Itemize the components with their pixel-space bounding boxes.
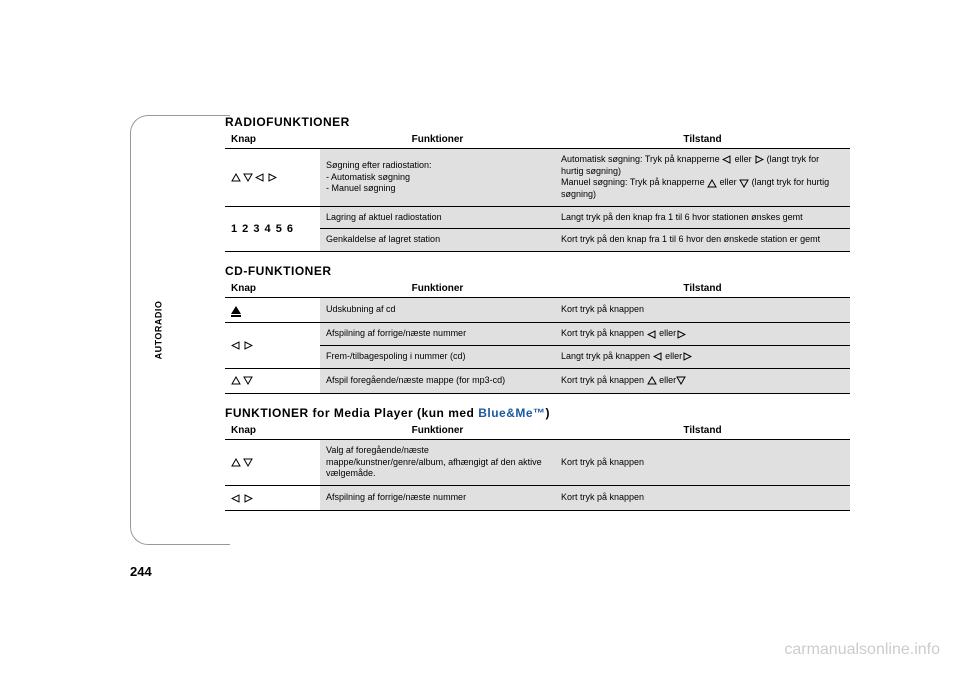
function-cell: Valg af foregående/næste mappe/kunstner/… <box>320 440 555 486</box>
function-cell: Søgning efter radiostation:- Automatisk … <box>320 149 555 207</box>
section-title-close: ) <box>546 406 551 420</box>
button-cell <box>225 149 320 207</box>
triangle-left-icon <box>653 352 663 361</box>
condition-cell: Kort tryk på den knap fra 1 til 6 hvor d… <box>555 229 850 252</box>
function-cell: Lagring af aktuel radiostation <box>320 206 555 229</box>
column-header: Funktioner <box>320 131 555 149</box>
function-table: KnapFunktionerTilstandValg af foregående… <box>225 422 850 511</box>
function-table: KnapFunktionerTilstandSøgning efter radi… <box>225 131 850 252</box>
function-cell: Udskubning af cd <box>320 298 555 323</box>
condition-cell: Kort tryk på knappen <box>555 440 850 486</box>
triangle-right-icon <box>243 341 253 350</box>
condition-cell: Langt tryk på den knap fra 1 til 6 hvor … <box>555 206 850 229</box>
section-title-text: FUNKTIONER for Media Player (kun med <box>225 406 478 420</box>
section-title: RADIOFUNKTIONER <box>225 115 850 129</box>
function-cell: Afspil foregående/næste mappe (for mp3-c… <box>320 368 555 393</box>
page-tab-outline: AUTORADIO <box>130 115 230 545</box>
triangle-right-icon <box>682 352 692 361</box>
triangle-up-icon <box>231 458 241 467</box>
button-numbers: 1 2 3 4 5 6 <box>231 223 294 235</box>
function-table: KnapFunktionerTilstandUdskubning af cdKo… <box>225 280 850 394</box>
triangle-down-icon <box>243 458 253 467</box>
function-cell: Afspilning af forrige/næste nummer <box>320 323 555 346</box>
triangle-down-icon <box>676 376 686 385</box>
triangle-right-icon <box>243 494 253 503</box>
button-cell <box>225 368 320 393</box>
column-header: Funktioner <box>320 280 555 298</box>
icon-group <box>231 456 255 468</box>
button-cell: 1 2 3 4 5 6 <box>225 206 320 251</box>
condition-cell: Kort tryk på knappen eller <box>555 368 850 393</box>
table-row: Udskubning af cdKort tryk på knappen <box>225 298 850 323</box>
table-row: Afspil foregående/næste mappe (for mp3-c… <box>225 368 850 393</box>
section-title-text: CD-FUNKTIONER <box>225 264 332 278</box>
button-cell <box>225 323 320 368</box>
condition-cell: Automatisk søgning: Tryk på knapperne el… <box>555 149 850 207</box>
triangle-up-icon <box>231 173 241 182</box>
triangle-left-icon <box>722 155 732 164</box>
column-header: Tilstand <box>555 422 850 440</box>
table-row: Valg af foregående/næste mappe/kunstner/… <box>225 440 850 486</box>
eject-icon <box>231 303 241 315</box>
brand-name: Blue&Me™ <box>478 406 545 420</box>
column-header: Funktioner <box>320 422 555 440</box>
triangle-left-icon <box>255 173 265 182</box>
condition-cell: Kort tryk på knappen eller <box>555 323 850 346</box>
column-header: Tilstand <box>555 131 850 149</box>
triangle-up-icon <box>647 376 657 385</box>
page-number: 244 <box>130 564 152 579</box>
section-title: CD-FUNKTIONER <box>225 264 850 278</box>
icon-group <box>231 171 279 183</box>
icon-group <box>231 304 243 316</box>
triangle-up-icon <box>707 179 717 188</box>
section-title-text: RADIOFUNKTIONER <box>225 115 350 129</box>
column-header: Knap <box>225 280 320 298</box>
column-header: Knap <box>225 422 320 440</box>
condition-cell: Kort tryk på knappen <box>555 298 850 323</box>
function-cell: Frem-/tilbagespoling i nummer (cd) <box>320 346 555 369</box>
triangle-left-icon <box>231 341 241 350</box>
function-cell: Afspilning af forrige/næste nummer <box>320 486 555 511</box>
side-section-label: AUTORADIO <box>153 301 163 360</box>
triangle-down-icon <box>243 376 253 385</box>
triangle-left-icon <box>647 330 657 339</box>
triangle-down-icon <box>739 179 749 188</box>
condition-cell: Langt tryk på knappen eller <box>555 346 850 369</box>
function-cell: Genkaldelse af lagret station <box>320 229 555 252</box>
button-cell <box>225 298 320 323</box>
column-header: Tilstand <box>555 280 850 298</box>
watermark-text: carmanualsonline.info <box>784 641 940 659</box>
condition-cell: Kort tryk på knappen <box>555 486 850 511</box>
triangle-left-icon <box>231 494 241 503</box>
triangle-down-icon <box>243 173 253 182</box>
table-row: Afspilning af forrige/næste nummerKort t… <box>225 323 850 346</box>
column-header: Knap <box>225 131 320 149</box>
table-row: Søgning efter radiostation:- Automatisk … <box>225 149 850 207</box>
triangle-right-icon <box>754 155 764 164</box>
icon-group <box>231 375 255 387</box>
triangle-up-icon <box>231 376 241 385</box>
icon-group <box>231 339 255 351</box>
icon-group <box>231 492 255 504</box>
button-cell <box>225 440 320 486</box>
button-cell <box>225 486 320 511</box>
section-title: FUNKTIONER for Media Player (kun med Blu… <box>225 406 850 420</box>
triangle-right-icon <box>267 173 277 182</box>
page-content: RADIOFUNKTIONERKnapFunktionerTilstandSøg… <box>225 115 850 511</box>
triangle-right-icon <box>676 330 686 339</box>
table-row: Afspilning af forrige/næste nummerKort t… <box>225 486 850 511</box>
table-row: 1 2 3 4 5 6Lagring af aktuel radiostatio… <box>225 206 850 229</box>
